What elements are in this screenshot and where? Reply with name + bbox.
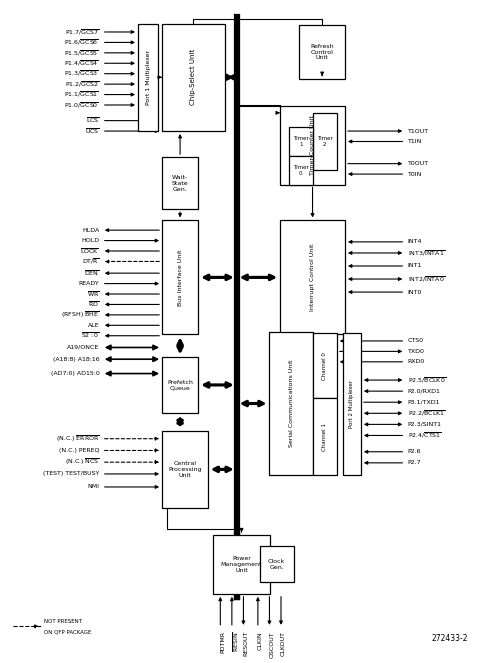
Bar bbox=[280, 220, 345, 334]
Text: PDTMR: PDTMR bbox=[220, 631, 225, 653]
Text: (AD7:0) AD15:0: (AD7:0) AD15:0 bbox=[51, 371, 99, 376]
Text: INT1: INT1 bbox=[408, 263, 422, 269]
Text: INT0: INT0 bbox=[408, 290, 422, 294]
Text: Refresh
Control
Unit: Refresh Control Unit bbox=[311, 44, 334, 60]
Text: Channel 1: Channel 1 bbox=[322, 423, 327, 451]
Text: NOT PRESENT: NOT PRESENT bbox=[44, 619, 82, 624]
Text: $\overline{\rm RESIN}$: $\overline{\rm RESIN}$ bbox=[232, 631, 241, 652]
Text: CLKOUT: CLKOUT bbox=[281, 631, 286, 656]
Text: Channel 0: Channel 0 bbox=[322, 352, 327, 380]
Text: HOLD: HOLD bbox=[81, 238, 99, 243]
Text: $\overline{\rm RD}$: $\overline{\rm RD}$ bbox=[88, 300, 99, 309]
Text: (TEST) TEST/BUSY: (TEST) TEST/BUSY bbox=[43, 471, 99, 477]
Text: Prefetch
Queue: Prefetch Queue bbox=[167, 379, 193, 391]
Text: P1.2/$\overline{\rm GCS2}$: P1.2/$\overline{\rm GCS2}$ bbox=[65, 80, 99, 89]
Text: T0IN: T0IN bbox=[408, 172, 422, 176]
Text: CTS0: CTS0 bbox=[408, 338, 424, 343]
Text: ON QFP PACKAGE: ON QFP PACKAGE bbox=[44, 629, 91, 634]
Text: Wait-
State
Gen.: Wait- State Gen. bbox=[172, 175, 188, 192]
Text: (RFSH) $\overline{\rm BHE}$: (RFSH) $\overline{\rm BHE}$ bbox=[61, 310, 99, 320]
Bar bbox=[213, 535, 270, 594]
Text: T1OUT: T1OUT bbox=[408, 129, 429, 133]
Text: P2.7: P2.7 bbox=[408, 460, 421, 465]
Text: $\overline{\rm S2:0}$: $\overline{\rm S2:0}$ bbox=[81, 331, 99, 340]
Bar bbox=[162, 220, 198, 334]
Text: Central
Processing
Unit: Central Processing Unit bbox=[168, 461, 202, 477]
Text: TXD0: TXD0 bbox=[408, 349, 425, 354]
Bar bbox=[162, 157, 198, 210]
Text: $\overline{\rm WR}$: $\overline{\rm WR}$ bbox=[87, 290, 99, 298]
Text: P1.0/$\overline{\rm GCS0}$: P1.0/$\overline{\rm GCS0}$ bbox=[64, 100, 99, 110]
Text: READY: READY bbox=[79, 281, 99, 286]
Text: (N.C.) $\overline{\rm ERROR}$: (N.C.) $\overline{\rm ERROR}$ bbox=[56, 434, 99, 444]
Bar bbox=[280, 106, 345, 184]
Text: (N.C.) $\overline{\rm NCS}$: (N.C.) $\overline{\rm NCS}$ bbox=[65, 457, 99, 467]
Text: Power
Management
Unit: Power Management Unit bbox=[221, 556, 262, 573]
Bar bbox=[313, 333, 337, 398]
Text: $\overline{\rm UCS}$: $\overline{\rm UCS}$ bbox=[85, 127, 99, 136]
Bar bbox=[289, 156, 313, 184]
Text: Port 2 Multiplexer: Port 2 Multiplexer bbox=[349, 380, 355, 428]
Bar bbox=[162, 357, 198, 412]
Bar bbox=[299, 25, 345, 79]
Text: $\overline{\rm DEN}$: $\overline{\rm DEN}$ bbox=[84, 269, 99, 278]
Text: ALE: ALE bbox=[88, 323, 99, 328]
Text: P3.1/TXD1: P3.1/TXD1 bbox=[408, 400, 440, 404]
Text: RXD0: RXD0 bbox=[408, 359, 425, 364]
Text: P1.1/$\overline{\rm GCS1}$: P1.1/$\overline{\rm GCS1}$ bbox=[64, 90, 99, 99]
Text: P2.3/SINT1: P2.3/SINT1 bbox=[408, 422, 441, 427]
Text: (A18:8) A18:16: (A18:8) A18:16 bbox=[53, 357, 99, 362]
Bar bbox=[162, 431, 208, 508]
Bar bbox=[342, 333, 361, 475]
Text: Interrupt Control Unit: Interrupt Control Unit bbox=[310, 243, 315, 311]
Text: RESOUT: RESOUT bbox=[243, 631, 248, 656]
Text: Timer-Counter Unit: Timer-Counter Unit bbox=[310, 115, 315, 175]
Text: P1.4/$\overline{\rm GCS4}$: P1.4/$\overline{\rm GCS4}$ bbox=[64, 58, 99, 68]
Text: P2.2/$\overline{\rm BCLK1}$: P2.2/$\overline{\rm BCLK1}$ bbox=[408, 408, 445, 418]
Text: P2.5/$\overline{\rm BCLK0}$: P2.5/$\overline{\rm BCLK0}$ bbox=[408, 375, 446, 385]
Text: P2.0/RXD1: P2.0/RXD1 bbox=[408, 389, 440, 394]
Text: Timer
2: Timer 2 bbox=[317, 136, 333, 147]
Text: CLKIN: CLKIN bbox=[258, 631, 263, 650]
Text: A19/ONCE: A19/ONCE bbox=[67, 345, 99, 350]
Bar bbox=[260, 546, 294, 582]
Text: P2.4/$\overline{\rm CTS1}$: P2.4/$\overline{\rm CTS1}$ bbox=[408, 431, 441, 440]
Text: $\overline{\rm LOCK}$: $\overline{\rm LOCK}$ bbox=[81, 247, 99, 256]
Text: INT2/$\overline{\rm INTA0}$: INT2/$\overline{\rm INTA0}$ bbox=[408, 274, 445, 284]
Text: INT3/$\overline{\rm INTA1}$: INT3/$\overline{\rm INTA1}$ bbox=[408, 248, 445, 258]
Text: P2.6: P2.6 bbox=[408, 450, 421, 454]
Bar bbox=[162, 23, 225, 131]
Bar bbox=[313, 398, 337, 475]
Text: T1IN: T1IN bbox=[408, 139, 422, 144]
Text: Port 1 Multiplexer: Port 1 Multiplexer bbox=[145, 50, 151, 105]
Text: Timer
0: Timer 0 bbox=[293, 165, 309, 176]
Text: P1.6/$\overline{\rm GCS6}$: P1.6/$\overline{\rm GCS6}$ bbox=[64, 38, 99, 47]
Text: 272433-2: 272433-2 bbox=[431, 634, 468, 642]
Text: $\overline{\rm LCS}$: $\overline{\rm LCS}$ bbox=[85, 116, 99, 125]
Bar bbox=[138, 23, 158, 131]
Text: P1.5/$\overline{\rm GCS5}$: P1.5/$\overline{\rm GCS5}$ bbox=[64, 48, 99, 58]
Text: Serial Communications Unit: Serial Communications Unit bbox=[289, 360, 294, 448]
Text: Chip-Select Unit: Chip-Select Unit bbox=[190, 49, 196, 105]
Text: P1.7/$\overline{\rm GCS7}$: P1.7/$\overline{\rm GCS7}$ bbox=[65, 27, 99, 36]
Text: Timer
1: Timer 1 bbox=[293, 136, 309, 147]
Bar bbox=[270, 332, 313, 475]
Bar bbox=[289, 127, 313, 156]
Text: (N.C.) PEREQ: (N.C.) PEREQ bbox=[59, 448, 99, 453]
Text: Bus Interface Unit: Bus Interface Unit bbox=[178, 249, 183, 306]
Text: OSCOUT: OSCOUT bbox=[270, 631, 274, 658]
Text: P1.3/$\overline{\rm GCS3}$: P1.3/$\overline{\rm GCS3}$ bbox=[64, 69, 99, 78]
Text: HLDA: HLDA bbox=[82, 227, 99, 233]
Text: DT/$\overline{\rm R}$: DT/$\overline{\rm R}$ bbox=[82, 257, 99, 267]
Text: Clock
Gen.: Clock Gen. bbox=[268, 559, 285, 570]
Text: INT4: INT4 bbox=[408, 239, 422, 245]
Bar bbox=[313, 113, 337, 170]
Text: T0OUT: T0OUT bbox=[408, 161, 429, 166]
Text: NMI: NMI bbox=[87, 485, 99, 489]
